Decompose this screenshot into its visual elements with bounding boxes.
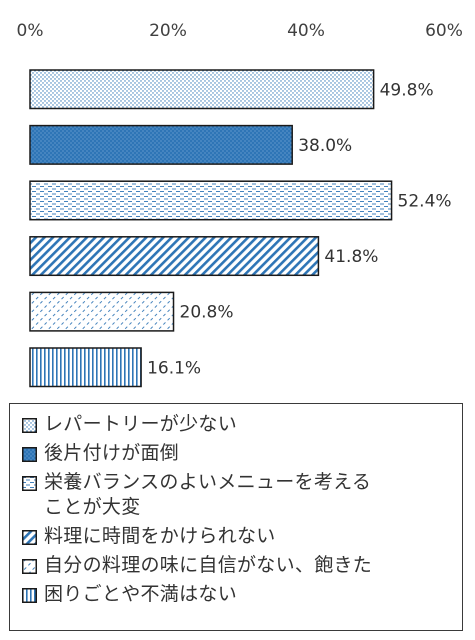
x-axis-ticks: 0% 20% 40% 60%	[17, 21, 463, 41]
bar	[29, 291, 175, 332]
bar	[29, 180, 393, 221]
legend-item: 後片付けが面倒	[22, 441, 456, 466]
bar	[29, 236, 320, 277]
legend-label: レパートリーが少ない	[44, 413, 238, 435]
x-tick-label: 60%	[425, 21, 463, 41]
legend-item: レパートリーが少ない	[22, 412, 456, 437]
legend-label: 自分の料理の味に自信がない、飽きた	[44, 554, 373, 576]
x-tick-label: 20%	[149, 21, 187, 41]
bars	[29, 69, 393, 388]
legend-swatch	[22, 588, 37, 603]
data-label: 38.0%	[298, 136, 352, 156]
data-label: 49.8%	[380, 80, 434, 100]
legend-item: 自分の料理の味に自信がない、飽きた	[22, 553, 456, 578]
data-label: 52.4%	[398, 191, 452, 211]
legend-item: 困りごとや不満はない	[22, 582, 456, 607]
legend-item: 栄養バランスのよいメニューを考える ことが大変	[22, 470, 456, 520]
bar	[29, 347, 142, 388]
legend-swatch	[22, 476, 37, 491]
legend-label: 料理に時間をかけられない	[44, 525, 276, 547]
data-label: 20.8%	[180, 303, 234, 323]
legend-swatch	[22, 559, 37, 574]
bar	[29, 124, 293, 165]
legend: レパートリーが少ない 後片付けが面倒栄養バランスのよいメニューを考える ことが大変料…	[9, 403, 463, 631]
data-label: 41.8%	[324, 247, 378, 267]
x-tick-label: 0%	[17, 21, 44, 41]
data-label: 16.1%	[147, 358, 201, 378]
bar	[29, 69, 375, 110]
bar-chart: 0% 20% 40% 60% 49.8% 38.0% 52.4% 41.8% 20.8% 16.…	[17, 21, 463, 388]
legend-label: 困りごとや不満はない	[44, 583, 238, 605]
x-tick-label: 40%	[287, 21, 325, 41]
legend-swatch	[22, 418, 37, 433]
legend-item: 料理に時間をかけられない	[22, 524, 456, 549]
legend-swatch	[22, 447, 37, 462]
legend-swatch	[22, 530, 37, 545]
data-labels: 49.8% 38.0% 52.4% 41.8% 20.8% 16.1%	[147, 80, 451, 378]
legend-label: 後片付けが面倒	[44, 442, 180, 464]
legend-label: 栄養バランスのよいメニューを考える ことが大変	[44, 471, 372, 518]
